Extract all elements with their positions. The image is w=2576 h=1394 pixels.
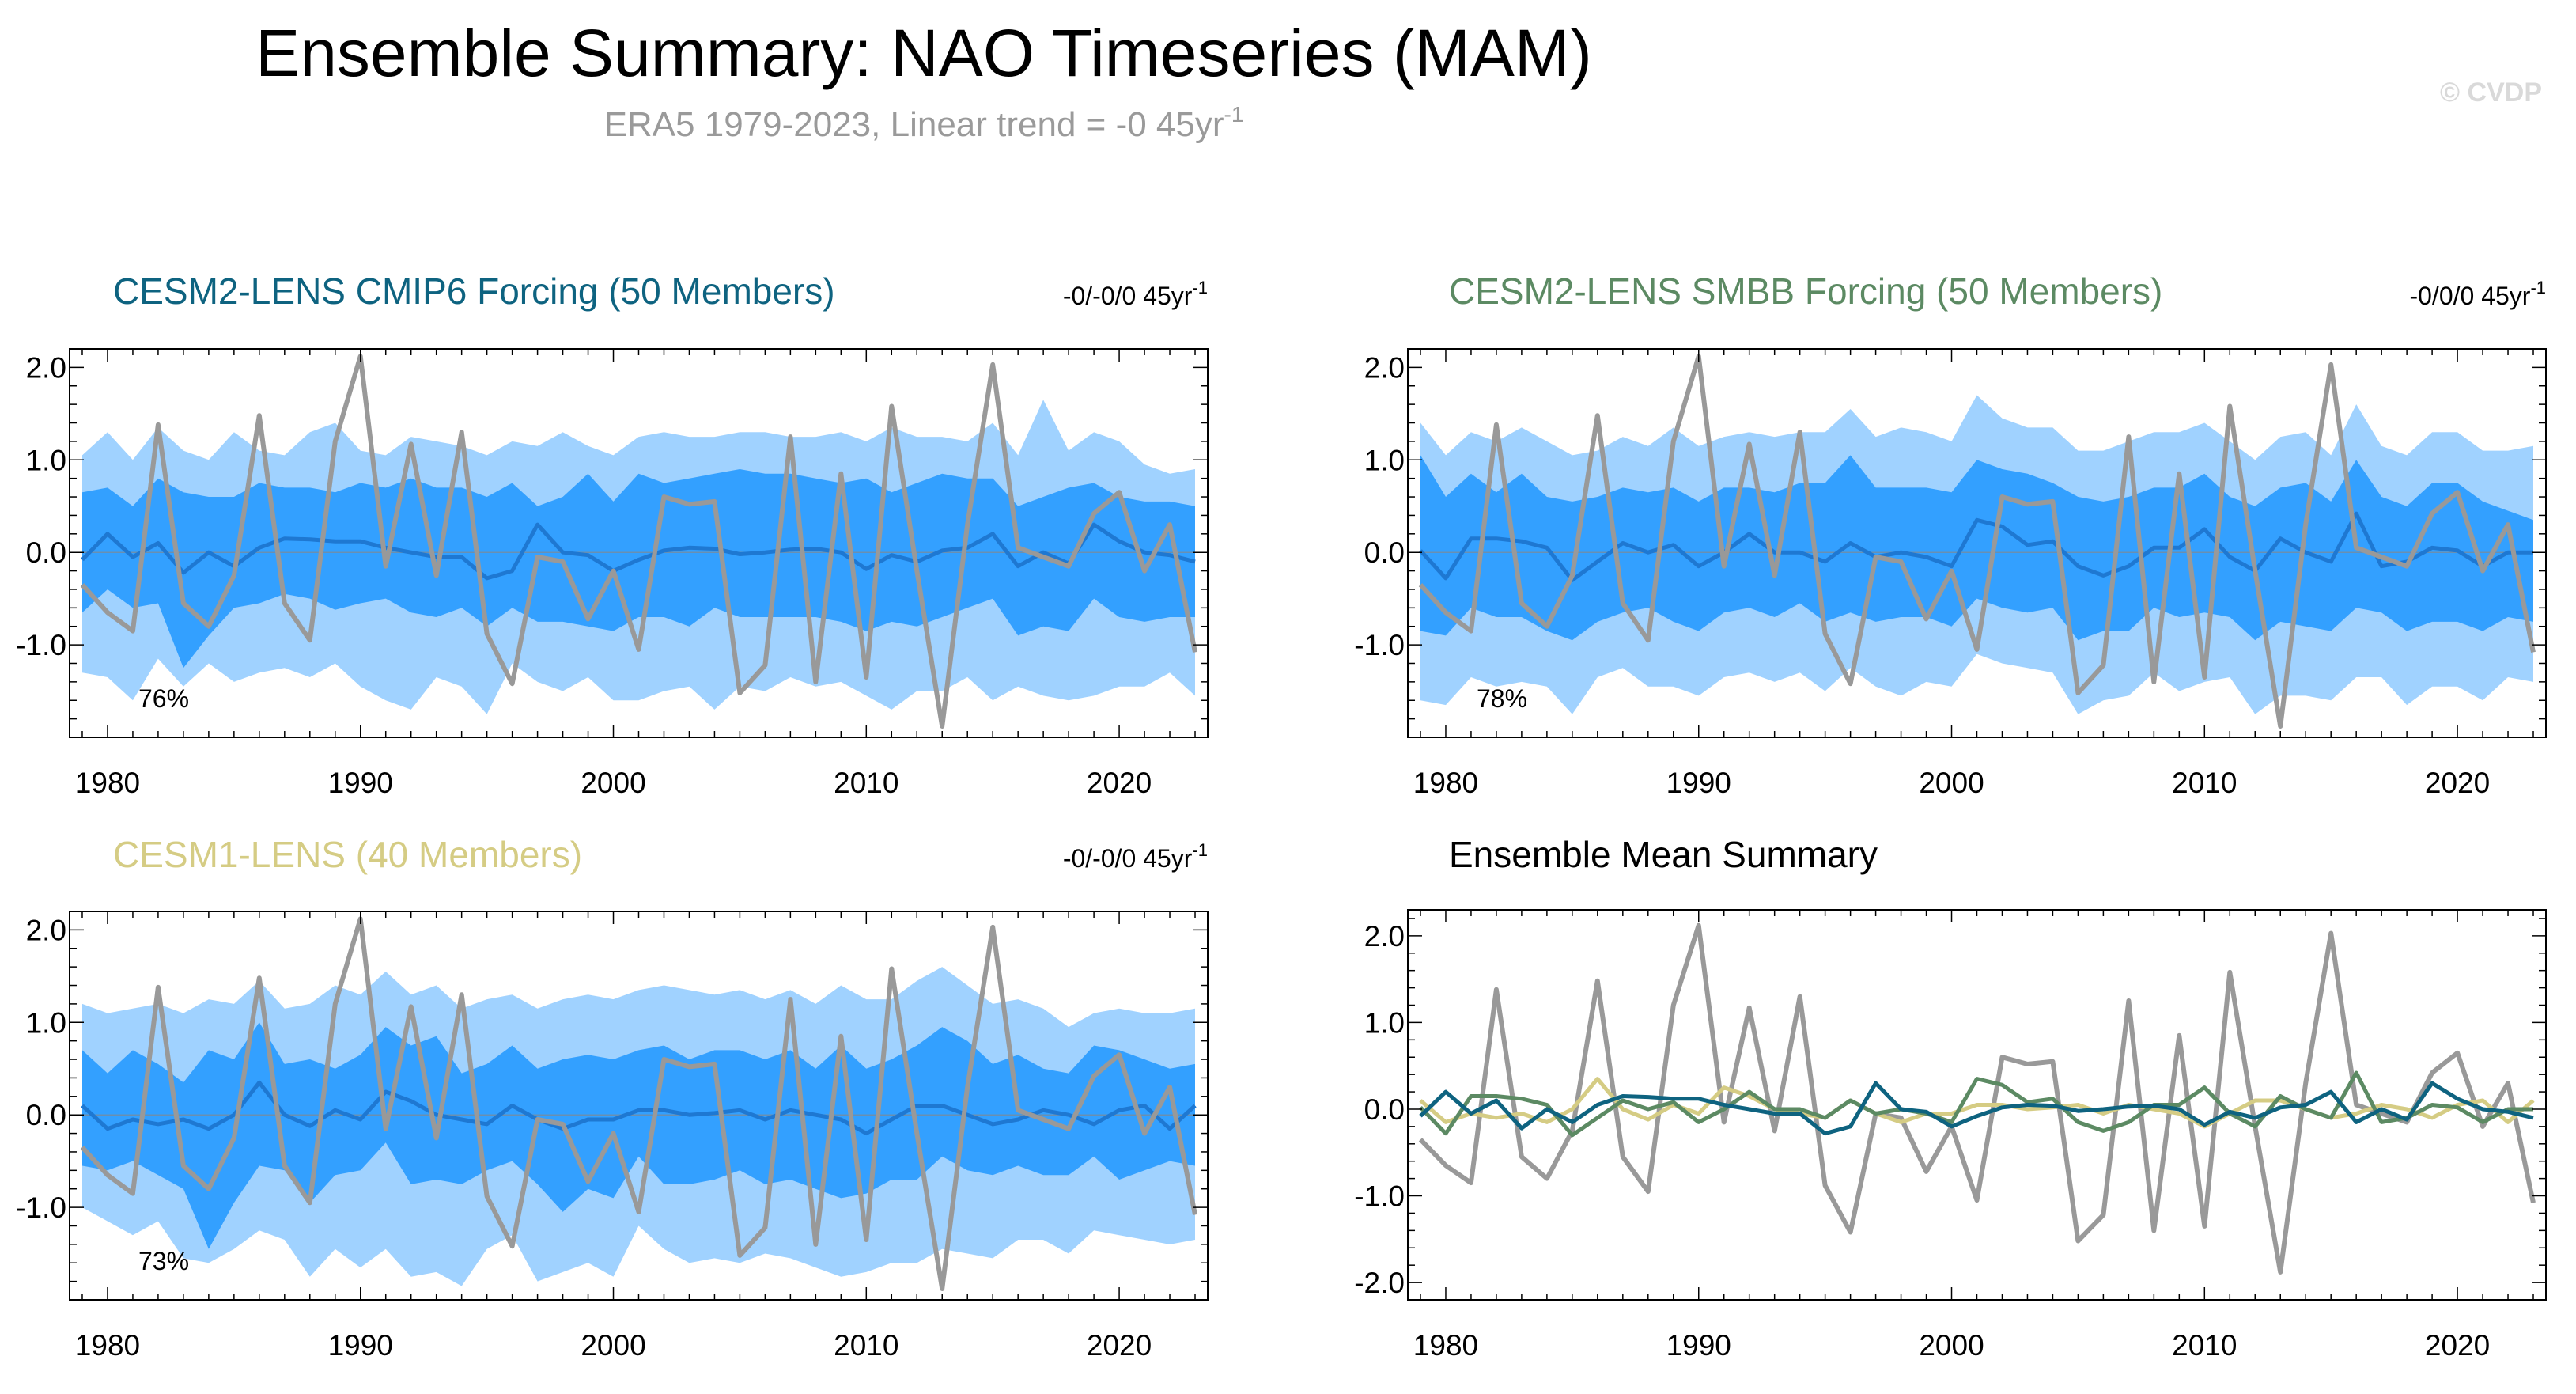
x-tick-label: 2020 — [2425, 1329, 2490, 1362]
panels-group: 76% 1980 1990 2000 2010 2020 -1.0 0.0 1.0 2.0 CESM… — [16, 271, 2547, 1362]
series-line-cesm2-lens-cmip6-forcing — [1419, 1081, 2534, 1136]
trend-label-main: -0/-0/0 45yr — [1063, 282, 1193, 310]
y-tick-label: 1.0 — [26, 1006, 66, 1039]
y-tick-label: 0.0 — [1364, 536, 1405, 569]
panel-4: 1980 1990 2000 2010 2020 -2.0 -1.0 0.0 1.0 2.0 Ens… — [1354, 834, 2547, 1362]
panel-title: CESM2-LENS CMIP6 Forcing (50 Members) — [113, 271, 835, 312]
y-tick-label: -1.0 — [16, 629, 66, 661]
percent-label: 73% — [138, 1247, 189, 1275]
y-tick-label: 2.0 — [26, 351, 66, 384]
plot-area — [1408, 354, 2546, 729]
y-tick-label: 0.0 — [1364, 1093, 1405, 1126]
y-tick-label: 2.0 — [1364, 351, 1405, 384]
era5-line — [1418, 354, 2536, 729]
plot-area — [70, 354, 1208, 729]
series-line-cesm1-lens — [1419, 1077, 2535, 1129]
y-tick-label: -1.0 — [1354, 1180, 1405, 1213]
x-tick-label: 1990 — [1666, 1329, 1731, 1362]
x-tick-label: 1990 — [328, 1329, 393, 1362]
x-tick-label: 2000 — [581, 1329, 645, 1362]
y-tick-label: 0.0 — [26, 1099, 66, 1131]
y-tick-label: 1.0 — [26, 444, 66, 476]
trend-label: -0/-0/0 45yr-1 — [1063, 278, 1208, 310]
x-tick-label: 2010 — [2172, 767, 2237, 799]
x-tick-label: 1990 — [328, 767, 393, 799]
y-tick-label: -1.0 — [16, 1191, 66, 1224]
trend-label: -0/0/0 45yr-1 — [2409, 278, 2546, 310]
panel-3: 73% 1980 1990 2000 2010 2020 -1.0 0.0 1.0 2.0 CESM… — [16, 834, 1209, 1362]
x-tick-label: 2010 — [834, 1329, 898, 1362]
trend-label-main: -0/0/0 45yr — [2409, 282, 2530, 310]
x-tick-label: 2020 — [1087, 1329, 1152, 1362]
panel-title: Ensemble Mean Summary — [1449, 834, 1878, 875]
cvdp-watermark: © CVDP — [2440, 78, 2542, 108]
panel-title: CESM1-LENS (40 Members) — [113, 834, 582, 875]
trend-label-sup: -1 — [2530, 278, 2546, 297]
trend-label-sup: -1 — [1192, 840, 1208, 860]
figure-subtitle-main: ERA5 1979-2023, Linear trend = -0 45yr — [604, 105, 1224, 144]
plot-area — [70, 916, 1208, 1291]
ensemble-mean-line — [1419, 511, 2533, 582]
figure-subtitle: ERA5 1979-2023, Linear trend = -0 45yr-1 — [604, 102, 1244, 144]
figure-title: Ensemble Summary: NAO Timeseries (MAM) — [255, 16, 1592, 90]
y-tick-label: 1.0 — [1364, 444, 1405, 476]
figure-subtitle-sup: -1 — [1224, 102, 1244, 127]
plot-area — [1418, 922, 2536, 1275]
x-tick-label: 1980 — [75, 767, 140, 799]
era5-line — [80, 354, 1197, 729]
trend-label: -0/-0/0 45yr-1 — [1063, 840, 1208, 873]
x-tick-label: 2000 — [581, 767, 645, 799]
inner-band-p25-p75 — [82, 1022, 1195, 1249]
y-tick-label: 0.0 — [26, 536, 66, 569]
series-line-era5 — [1418, 922, 2536, 1275]
x-tick-label: 1980 — [75, 1329, 140, 1362]
era5-line — [80, 916, 1197, 1291]
x-tick-label: 2010 — [2172, 1329, 2237, 1362]
x-tick-label: 1980 — [1413, 1329, 1478, 1362]
x-tick-label: 2020 — [2425, 767, 2490, 799]
x-tick-label: 2000 — [1919, 1329, 1984, 1362]
series-line-cesm2-lens-smbb-forcing — [1419, 1070, 2533, 1138]
y-tick-label: -2.0 — [1354, 1267, 1405, 1299]
y-tick-label: 1.0 — [1364, 1006, 1405, 1039]
x-tick-label: 2010 — [834, 767, 898, 799]
x-tick-label: 1980 — [1413, 767, 1478, 799]
ensemble-mean-line — [81, 1080, 1197, 1136]
percent-label: 78% — [1477, 684, 1527, 713]
panel-2: 78% 1980 1990 2000 2010 2020 -1.0 0.0 1.0 2.0 CESM… — [1354, 271, 2547, 799]
x-tick-label: 2020 — [1087, 767, 1152, 799]
ensemble-mean-line — [81, 522, 1196, 581]
inner-band-p25-p75 — [1420, 455, 2533, 641]
y-tick-label: -1.0 — [1354, 629, 1405, 661]
panel-title: CESM2-LENS SMBB Forcing (50 Members) — [1449, 271, 2162, 312]
x-tick-label: 2000 — [1919, 767, 1984, 799]
percent-label: 76% — [138, 684, 189, 713]
x-tick-label: 1990 — [1666, 767, 1731, 799]
trend-label-main: -0/-0/0 45yr — [1063, 844, 1193, 873]
y-tick-label: 2.0 — [1364, 920, 1405, 953]
y-tick-label: 2.0 — [26, 914, 66, 946]
inner-band-p25-p75 — [82, 469, 1195, 669]
panel-1: 76% 1980 1990 2000 2010 2020 -1.0 0.0 1.0 2.0 CESM… — [16, 271, 1209, 799]
trend-label-sup: -1 — [1192, 278, 1208, 297]
